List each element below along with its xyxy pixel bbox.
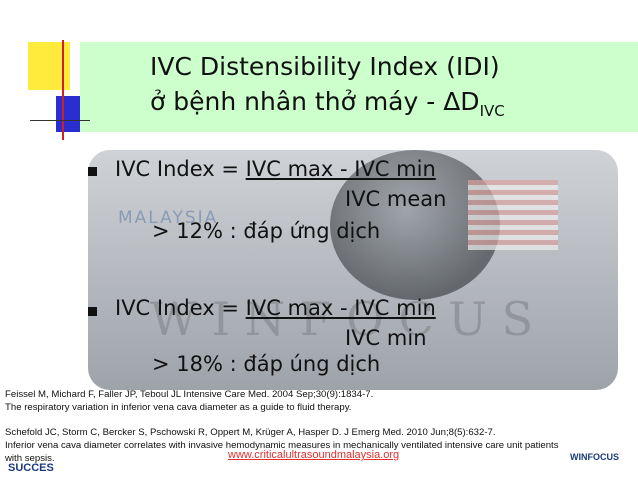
succes-logo: SUCCES [8,462,54,474]
numerator: IVC max - IVC min [245,296,436,320]
title-line-1: IVC Distensibility Index (IDI) [150,52,500,81]
flag [468,180,558,250]
formula-lhs: IVC Index = [115,157,239,181]
formula: IVC Index = IVC max - IVC min [115,157,436,181]
winfocus-watermark: W I N F O C U S [150,292,534,346]
numerator: IVC max - IVC min [245,157,436,181]
formula-lhs: IVC Index = [115,296,239,320]
winfocus-logo: WINFOCUS [570,452,619,462]
reference-citation: Feissel M, Michard F, Faller JP, Teboul … [5,389,374,400]
red-line [62,40,64,140]
reference-title: The respiratory variation in inferior ve… [5,402,352,413]
malaysia-watermark: MALAYSIA [118,208,219,228]
reference-title: Inferior vena cava diameter correlates w… [5,440,559,464]
threshold: > 18% : đáp úng dịch [152,352,381,376]
title-text: ở bệnh nhân thở máy - ΔD [150,87,480,116]
bullet-marker [88,307,97,316]
title-band [80,42,638,132]
title-subscript: IVC [479,102,505,120]
reference: Feissel M, Michard F, Faller JP, Teboul … [5,388,565,414]
website[interactable]: www.criticalultrasoundmalaysia.org [228,449,400,461]
title-line-2: ở bệnh nhân thở máy - ΔDIVC [150,87,505,120]
bullet-marker [88,167,97,176]
reference-citation: Schefold JC, Storm C, Bercker S, Pschows… [5,427,496,438]
threshold: > 12% : đáp ứng dịch [152,219,381,243]
reference: Schefold JC, Storm C, Bercker S, Pschows… [5,426,565,465]
denominator: IVC min [345,326,427,350]
blue-square [56,96,80,132]
denominator: IVC mean [345,187,447,211]
black-line [30,120,90,121]
formula: IVC Index = IVC max - IVC min [115,296,436,320]
